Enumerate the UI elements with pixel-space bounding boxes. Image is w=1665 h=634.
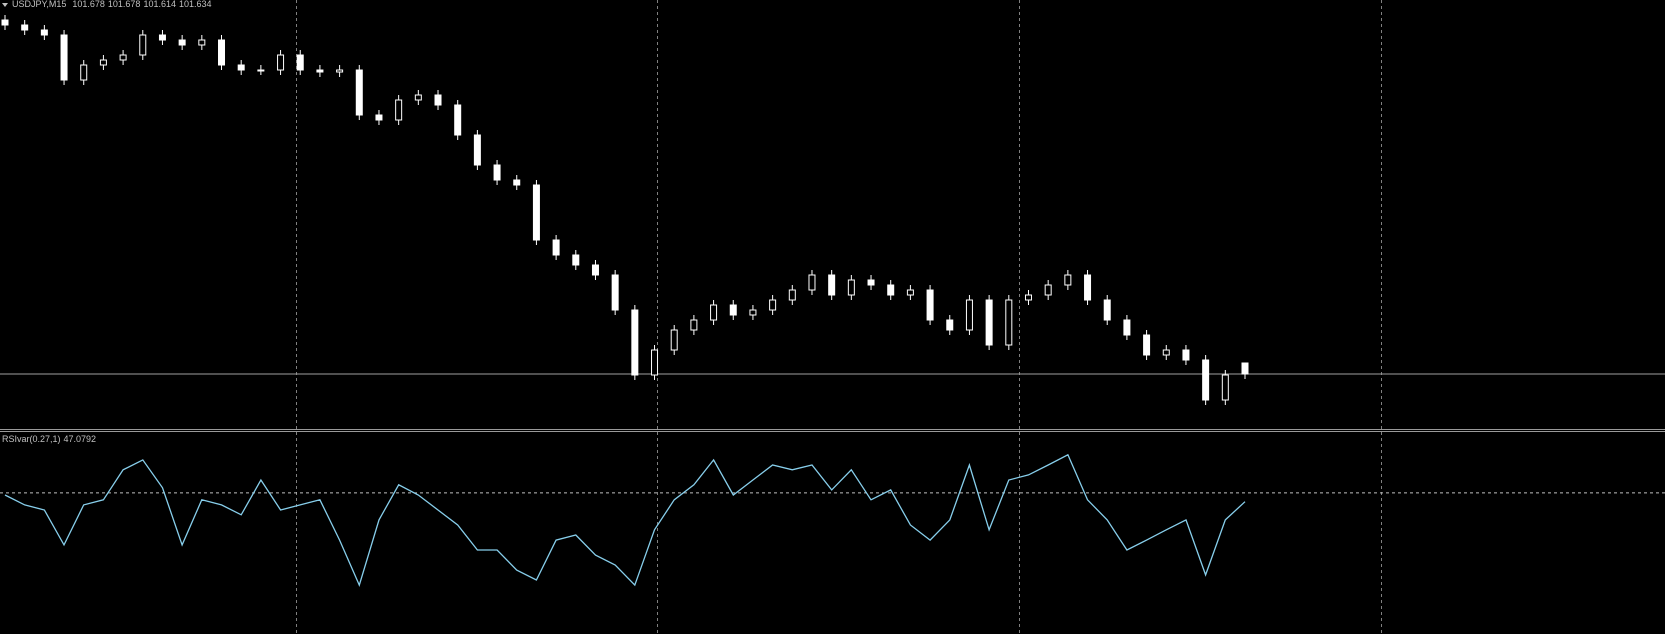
candle-body <box>513 179 521 186</box>
indicator-value: 47.0792 <box>64 434 97 444</box>
candle-body <box>847 279 855 296</box>
candle-body <box>572 254 580 266</box>
open-value: 101.678 <box>72 0 105 9</box>
candle-body <box>808 274 816 291</box>
candle-body <box>80 64 88 81</box>
candle-body <box>1005 299 1013 346</box>
candle-body <box>198 39 206 46</box>
candle-body <box>1044 284 1052 296</box>
candle-body <box>158 34 166 41</box>
candle-body <box>218 39 226 66</box>
candle-body <box>1241 362 1249 375</box>
candle-body <box>769 299 777 311</box>
candle-body <box>1162 349 1170 356</box>
candle-body <box>40 29 48 36</box>
candle-body <box>631 309 639 376</box>
candle-body <box>1 19 9 26</box>
candle-body <box>237 64 245 71</box>
high-value: 101.678 <box>108 0 141 9</box>
symbol: USDJPY,M15 <box>12 0 66 9</box>
candle-body <box>965 299 973 331</box>
candle-body <box>178 39 186 46</box>
candle-body <box>316 69 324 73</box>
candle-body <box>1202 359 1210 401</box>
candle-body <box>434 94 442 106</box>
candle-body <box>1182 349 1190 361</box>
indicator-header: RSIvar(0.27,1) 47.0792 <box>2 434 96 444</box>
candle-body <box>710 304 718 321</box>
candle-body <box>670 329 678 351</box>
candle-body <box>257 69 265 72</box>
candle-body <box>1084 274 1092 301</box>
candle-body <box>1123 319 1131 336</box>
candle-body <box>867 279 875 286</box>
candle-body <box>355 69 363 116</box>
candle-body <box>139 34 147 56</box>
candle-body <box>60 34 68 81</box>
candle-body <box>296 54 304 71</box>
candle-body <box>1221 374 1229 401</box>
candle-body <box>414 94 422 101</box>
chart-header: USDJPY,M15 101.678 101.678 101.614 101.634 <box>12 0 212 9</box>
candle-body <box>1024 294 1032 301</box>
candle-body <box>552 239 560 256</box>
candle-body <box>729 304 737 316</box>
candle-body <box>887 284 895 296</box>
candle-body <box>336 69 344 73</box>
candle-body <box>1064 274 1072 286</box>
candle-body <box>21 24 29 31</box>
candle-body <box>532 184 540 241</box>
candle-body <box>651 349 659 376</box>
low-value: 101.614 <box>143 0 176 9</box>
candle-body <box>906 289 914 296</box>
candle-body <box>985 299 993 346</box>
vertical-grid <box>296 0 1382 634</box>
candle-body <box>99 59 107 66</box>
candle-body <box>690 319 698 331</box>
close-value: 101.634 <box>179 0 212 9</box>
candle-body <box>591 264 599 276</box>
candle-body <box>828 274 836 296</box>
collapse-arrow[interactable] <box>2 3 8 7</box>
candle-body <box>1103 299 1111 321</box>
candle-body <box>454 104 462 136</box>
candle-body <box>119 54 127 61</box>
candle-body <box>749 309 757 316</box>
candle-body <box>946 319 954 331</box>
candle-body <box>611 274 619 311</box>
candle-body <box>277 54 285 71</box>
candle-body <box>926 289 934 321</box>
candle-body <box>788 289 796 301</box>
candle-body <box>1143 334 1151 356</box>
candle-body <box>375 114 383 121</box>
indicator-name: RSIvar(0.27,1) <box>2 434 61 444</box>
candle-body <box>493 164 501 181</box>
rsi-line <box>4 453 1246 587</box>
candle-body <box>395 99 403 121</box>
candle-body <box>473 134 481 166</box>
